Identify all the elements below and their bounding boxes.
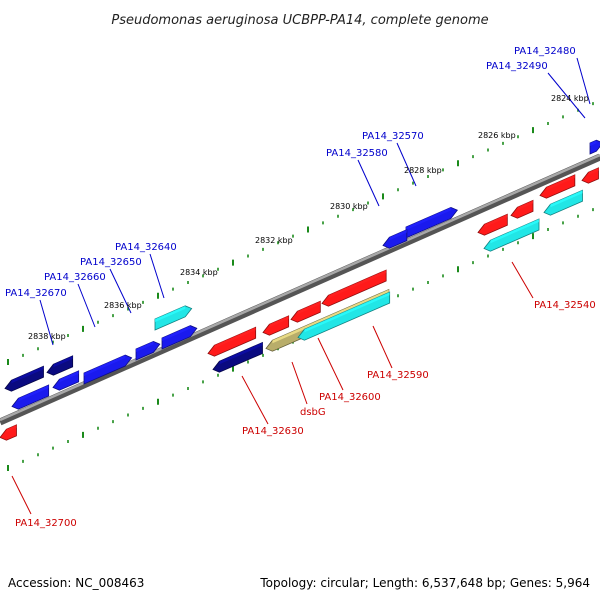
gene-label-pa14-32660[interactable]: PA14_32660 [44,272,106,283]
map-title: Pseudomonas aeruginosa UCBPP-PA14, compl… [111,13,488,28]
label-leader-lines [11,57,591,515]
gene-label-pa14-32580[interactable]: PA14_32580 [326,148,388,159]
gene-arrow-gene-j[interactable] [290,300,321,323]
accession-text: Accession: NC_008463 [8,576,144,590]
leader-pa14-32650 [109,268,132,314]
leader-dsbg [291,361,308,405]
gene-label-pa14-32640[interactable]: PA14_32640 [115,242,177,253]
gene-label-pa14-32600[interactable]: PA14_32600 [319,392,381,403]
genome-summary-text: Topology: circular; Length: 6,537,648 bp… [259,576,590,590]
leader-pa14-32540 [511,261,534,299]
gene-arrow-gene-e[interactable] [581,167,599,184]
leader-pa14-32660 [77,283,96,328]
gene-arrow-pa14-32650[interactable] [161,325,198,350]
gene-label-pa14-32490[interactable]: PA14_32490 [486,61,548,72]
gene-arrow-gene-b[interactable] [11,384,50,410]
genome-backbone [0,153,600,426]
ruler-label-2834: 2834 kbp [180,268,218,277]
gene-label-pa14-32630[interactable]: PA14_32630 [242,426,304,437]
gene-arrow-pa14-32670[interactable] [83,354,133,385]
gene-label-pa14-32590[interactable]: PA14_32590 [367,370,429,381]
gene-arrow-gene-g[interactable] [510,199,534,219]
gene-arrow-gene-c[interactable] [46,355,74,376]
leader-pa14-32700 [11,475,32,515]
gene-arrow-gene-a[interactable] [52,370,80,391]
gene-arrow-pa14-32640[interactable] [154,305,193,331]
gene-arrow-gene-d[interactable] [4,365,44,392]
gene-arrow-pa14-32480[interactable] [589,139,600,155]
ruler-label-2828: 2828 kbp [404,166,442,175]
gene-arrow-gene-l[interactable] [207,326,257,357]
gene-label-pa14-32570[interactable]: PA14_32570 [362,131,424,142]
ruler-label-2838: 2838 kbp [28,332,66,341]
leader-pa14-32570 [396,142,417,187]
gene-label-pa14-32480[interactable]: PA14_32480 [514,46,576,57]
ruler-label-2836: 2836 kbp [104,301,142,310]
gene-label-pa14-32670[interactable]: PA14_32670 [5,288,67,299]
gene-arrow-gene-h[interactable] [477,213,508,236]
leader-pa14-32580 [357,159,380,207]
gene-label-dsbg[interactable]: dsbG [300,407,326,418]
gene-track [0,139,600,441]
gene-arrow-pa14-32540[interactable] [543,189,583,216]
ruler-label-2824: 2824 kbp [551,94,589,103]
leader-pa14-32640 [149,253,165,299]
gene-arrow-pa14-32700[interactable] [0,424,17,441]
leader-pa14-32670 [39,299,54,346]
gene-arrow-pa14-32630[interactable] [212,341,263,373]
gene-arrow-gene-k[interactable] [262,315,290,336]
gene-arrow-pa14-32590[interactable] [297,291,391,341]
leader-pa14-32480 [576,57,591,105]
ruler-label-2826: 2826 kbp [478,131,516,140]
leader-pa14-32590 [372,325,393,369]
gene-label-pa14-32540[interactable]: PA14_32540 [534,300,596,311]
gene-arrow-pa14-32580[interactable] [382,229,408,249]
gene-arrow-pa14-32660[interactable] [135,340,161,361]
gene-arrow-gene-f[interactable] [539,174,576,199]
ruler-label-2832: 2832 kbp [255,236,293,245]
gene-label-pa14-32650[interactable]: PA14_32650 [80,257,142,268]
leader-pa14-32600 [317,337,344,391]
leader-pa14-32630 [241,375,269,425]
leader-pa14-32490 [547,72,586,119]
ruler-label-2830: 2830 kbp [330,202,368,211]
gene-label-pa14-32700[interactable]: PA14_32700 [15,518,77,529]
gene-arrow-pa14-32550[interactable] [483,218,540,252]
gene-arrow-gene-i[interactable] [321,269,387,307]
